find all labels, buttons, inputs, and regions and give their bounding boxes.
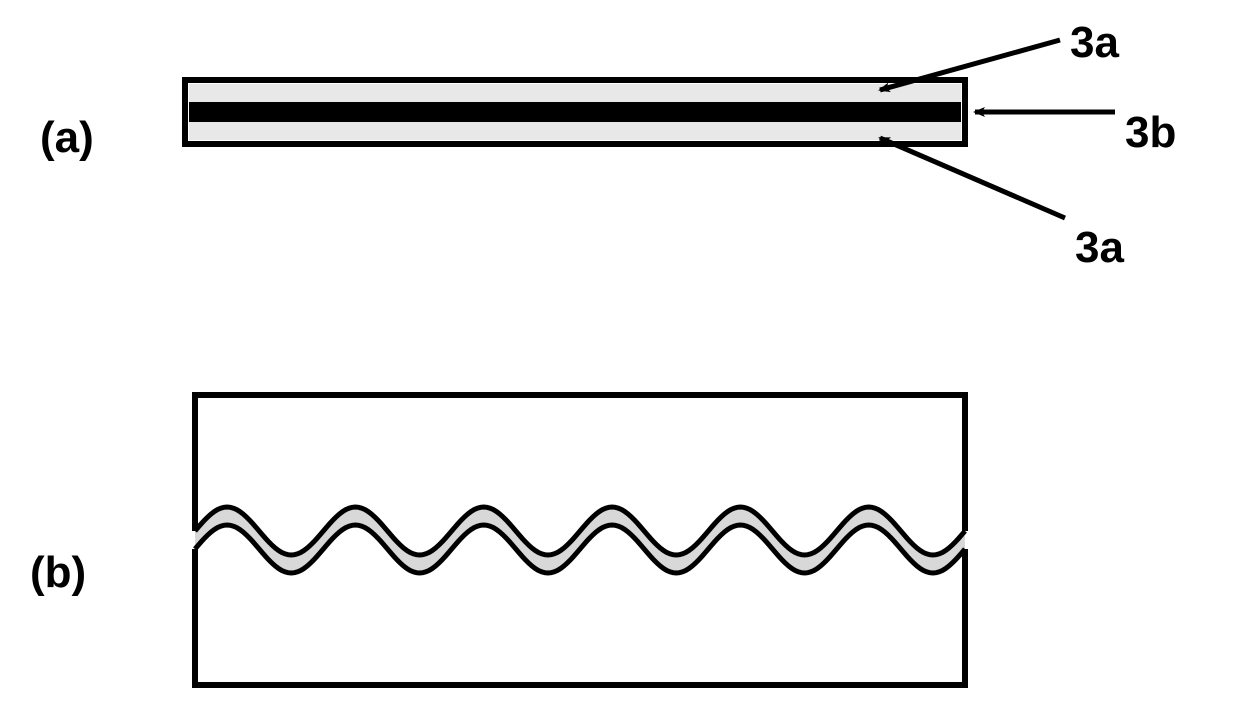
fig-a-label: (a) <box>40 113 94 163</box>
callout-label-0: 3a <box>1070 18 1119 68</box>
callout-arrow-0 <box>880 40 1060 90</box>
callout-label-1: 3b <box>1125 108 1176 158</box>
fig-a-layer-3a-bottom <box>189 122 961 140</box>
callout-label-2: 3a <box>1075 223 1124 273</box>
fig-a-layer-3a-top <box>189 84 961 102</box>
fig-a-layer-3b-middle <box>189 102 961 122</box>
fig-b-label: (b) <box>30 548 86 598</box>
callout-arrow-2 <box>880 138 1065 218</box>
